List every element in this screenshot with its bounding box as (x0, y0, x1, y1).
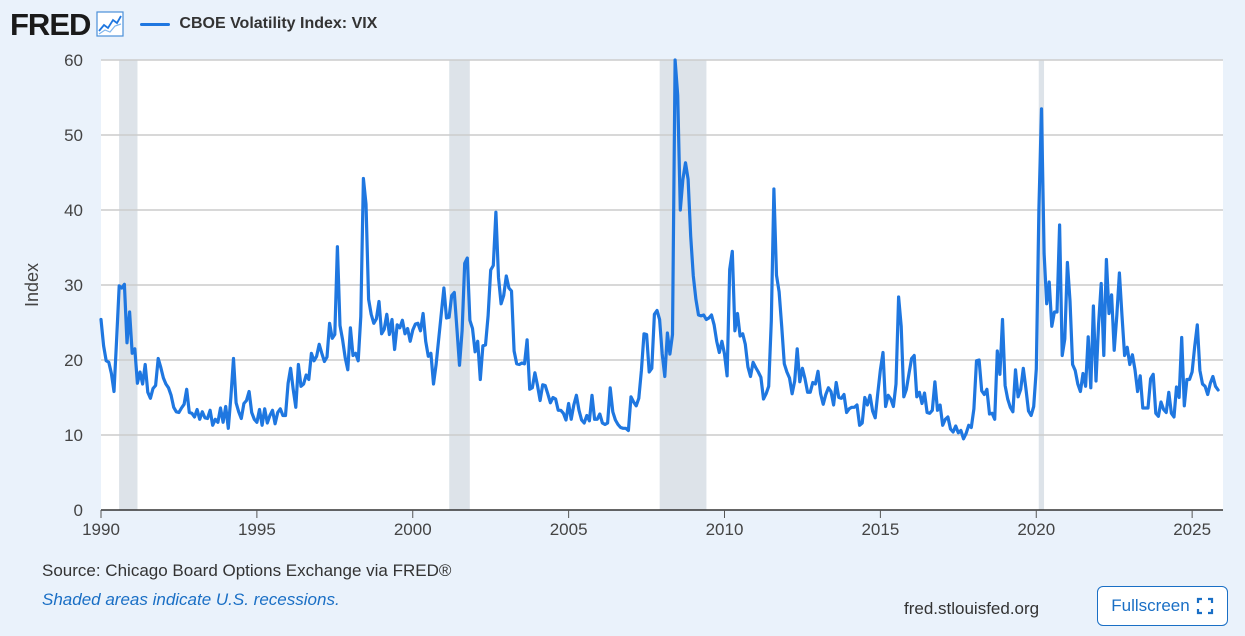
x-tick-label: 1995 (238, 520, 276, 539)
y-tick-label: 10 (64, 426, 83, 445)
vix-series-line[interactable] (99, 58, 1220, 441)
x-tick-label: 2020 (1017, 520, 1055, 539)
line-graph-icon[interactable] (96, 11, 124, 37)
x-tick-label: 2015 (861, 520, 899, 539)
x-tick-label: 2025 (1173, 520, 1211, 539)
y-tick-label: 50 (64, 126, 83, 145)
fullscreen-label: Fullscreen (1111, 596, 1190, 615)
y-tick-label: 40 (64, 201, 83, 220)
x-tick-label: 2005 (550, 520, 588, 539)
y-tick-label: 60 (64, 51, 83, 70)
fullscreen-button[interactable]: Fullscreen (1097, 586, 1228, 626)
source-text: Source: Chicago Board Options Exchange v… (42, 561, 452, 580)
x-tick-label: 2010 (706, 520, 744, 539)
y-tick-label: 0 (74, 501, 83, 520)
chart-header: FRED CBOE Volatility Index: VIX (10, 6, 377, 42)
vix-line-chart[interactable]: 0 10 20 30 40 50 60 1990 1995 2000 2005 2010 2015 202… (0, 0, 1245, 560)
y-axis-label: Index (22, 263, 42, 307)
legend-swatch (140, 22, 171, 26)
recession-note: Shaded areas indicate U.S. recessions. (42, 590, 340, 609)
y-tick-label: 30 (64, 276, 83, 295)
x-tick-label: 1990 (82, 520, 120, 539)
legend-label: CBOE Volatility Index: VIX (179, 15, 378, 32)
y-tick-label: 20 (64, 351, 83, 370)
x-tick-label: 2000 (394, 520, 432, 539)
expand-icon (1196, 597, 1213, 615)
fred-url[interactable]: fred.stlouisfed.org (904, 599, 1040, 618)
legend[interactable]: CBOE Volatility Index: VIX (140, 15, 377, 33)
fred-logo[interactable]: FRED (10, 6, 91, 42)
